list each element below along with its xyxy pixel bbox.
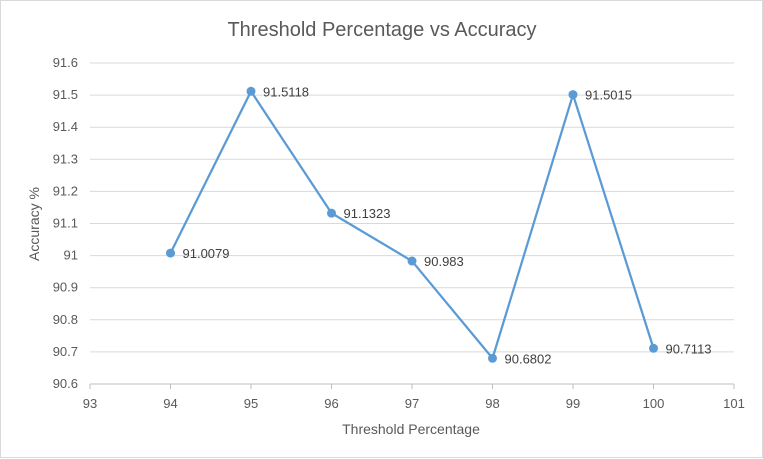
data-label: 91.5015: [585, 88, 632, 103]
y-tick-label: 91.3: [53, 151, 78, 166]
y-axis-title: Accuracy %: [26, 187, 42, 261]
x-tick-label: 101: [723, 396, 745, 411]
y-tick-label: 90.9: [53, 280, 78, 295]
y-tick-label: 91.2: [53, 183, 78, 198]
y-tick-label: 90.7: [53, 344, 78, 359]
data-label: 90.7113: [666, 341, 712, 356]
series-layer: 91.0079 91.5118 91.1323 90.983 90.6802 91.501…: [166, 84, 712, 366]
x-tick-label: 99: [566, 396, 580, 411]
chart-title: Threshold Percentage vs Accuracy: [227, 19, 536, 41]
data-label: 90.983: [424, 254, 464, 269]
axes: 90.6 90.7 90.8 90.9 91 91.1 91.2 91.3 91.4 91.5 91…: [53, 55, 745, 411]
data-point: [327, 208, 336, 218]
data-label: 91.5118: [263, 84, 309, 99]
x-tick-label: 97: [405, 396, 419, 411]
data-point: [407, 256, 417, 266]
data-label: 91.1323: [344, 206, 391, 221]
x-tick-label: 95: [244, 396, 258, 411]
x-tick-label: 98: [485, 396, 499, 411]
x-tick-label: 93: [83, 396, 97, 411]
series-line: [169, 90, 655, 360]
x-tick-label: 94: [163, 396, 177, 411]
y-tick-label: 91: [64, 248, 78, 263]
x-axis-title: Threshold Percentage: [342, 421, 480, 437]
y-tick-label: 90.6: [53, 376, 78, 391]
data-label: 91.0079: [183, 246, 230, 261]
data-point: [488, 353, 497, 363]
x-tick-label: 100: [643, 396, 665, 411]
data-point: [246, 86, 256, 96]
y-tick-label: 91.5: [53, 87, 78, 102]
y-tick-label: 91.6: [53, 55, 78, 70]
data-point: [649, 343, 658, 353]
y-tick-label: 90.8: [53, 312, 78, 327]
x-tick-label: 96: [324, 396, 338, 411]
y-tick-label: 91.1: [53, 216, 78, 231]
data-point: [568, 90, 578, 100]
gridlines: [90, 62, 734, 353]
data-point: [166, 248, 175, 258]
data-label: 90.6802: [505, 351, 552, 366]
y-tick-label: 91.4: [53, 119, 78, 134]
